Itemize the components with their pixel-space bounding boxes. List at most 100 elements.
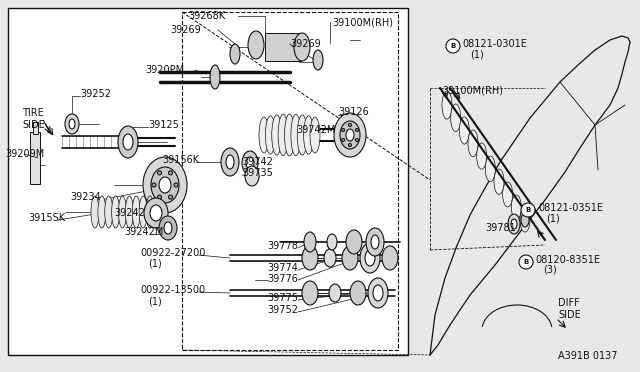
Ellipse shape — [246, 157, 254, 169]
Text: 39125: 39125 — [148, 120, 179, 130]
Text: 39209M: 39209M — [5, 149, 44, 159]
Ellipse shape — [366, 228, 384, 256]
Ellipse shape — [327, 234, 337, 250]
Circle shape — [519, 255, 533, 269]
Text: 39269: 39269 — [170, 25, 201, 35]
Ellipse shape — [125, 196, 133, 228]
Text: 39752: 39752 — [267, 305, 298, 315]
Circle shape — [168, 195, 173, 199]
Bar — [265, 33, 301, 61]
Text: (1): (1) — [148, 296, 162, 306]
Circle shape — [342, 138, 344, 141]
Circle shape — [342, 128, 344, 131]
Text: 39776: 39776 — [267, 274, 298, 284]
Text: DIFF
SIDE: DIFF SIDE — [558, 298, 580, 320]
Text: 3920PM: 3920PM — [145, 65, 184, 75]
Text: (1): (1) — [546, 213, 560, 223]
Ellipse shape — [460, 117, 469, 144]
Ellipse shape — [272, 115, 282, 155]
Circle shape — [521, 203, 535, 217]
Text: 39269: 39269 — [290, 39, 321, 49]
Ellipse shape — [291, 114, 301, 156]
Ellipse shape — [329, 284, 341, 302]
Text: (3): (3) — [543, 265, 557, 275]
Text: B: B — [525, 207, 531, 213]
Ellipse shape — [221, 148, 239, 176]
Ellipse shape — [248, 31, 264, 59]
Ellipse shape — [511, 195, 522, 219]
Bar — [8, 8, 408, 355]
Circle shape — [349, 124, 351, 126]
Circle shape — [446, 39, 460, 53]
Text: 39100M(RH): 39100M(RH) — [442, 85, 503, 95]
Ellipse shape — [302, 246, 318, 270]
Ellipse shape — [346, 129, 354, 141]
Ellipse shape — [118, 126, 138, 158]
Text: 39242: 39242 — [114, 208, 145, 218]
Ellipse shape — [69, 119, 75, 129]
Ellipse shape — [334, 113, 366, 157]
Text: A391B 0137: A391B 0137 — [558, 351, 618, 361]
Text: 39252: 39252 — [80, 89, 111, 99]
Ellipse shape — [342, 246, 358, 270]
Circle shape — [174, 183, 178, 187]
Ellipse shape — [159, 177, 171, 193]
Ellipse shape — [143, 157, 187, 213]
Bar — [33, 122, 38, 134]
Ellipse shape — [123, 134, 133, 150]
Circle shape — [157, 171, 161, 175]
Ellipse shape — [324, 249, 336, 267]
Text: 39242M: 39242M — [124, 227, 163, 237]
Ellipse shape — [485, 156, 495, 182]
Ellipse shape — [502, 182, 513, 207]
Ellipse shape — [360, 243, 380, 273]
Text: 39234: 39234 — [70, 192, 100, 202]
Text: 08120-8351E: 08120-8351E — [535, 255, 600, 265]
Ellipse shape — [266, 116, 275, 154]
Text: 39126: 39126 — [338, 107, 369, 117]
Text: B: B — [524, 259, 529, 265]
Ellipse shape — [230, 44, 240, 64]
Bar — [30, 132, 40, 184]
Ellipse shape — [278, 114, 288, 156]
Circle shape — [152, 183, 156, 187]
Circle shape — [355, 138, 358, 141]
Ellipse shape — [365, 250, 375, 266]
Ellipse shape — [151, 167, 179, 203]
Text: 39774: 39774 — [267, 263, 298, 273]
Ellipse shape — [159, 216, 177, 240]
Ellipse shape — [210, 65, 220, 89]
Ellipse shape — [164, 222, 172, 234]
Ellipse shape — [285, 114, 294, 156]
Text: 00922-13500: 00922-13500 — [140, 285, 205, 295]
Text: 39268K: 39268K — [188, 11, 225, 21]
Ellipse shape — [91, 196, 99, 228]
Ellipse shape — [468, 130, 478, 157]
Ellipse shape — [346, 230, 362, 254]
Ellipse shape — [245, 166, 259, 186]
Ellipse shape — [373, 285, 383, 301]
Ellipse shape — [226, 155, 234, 169]
Ellipse shape — [65, 114, 79, 134]
Text: 39742M: 39742M — [296, 125, 335, 135]
Text: 39100M(RH): 39100M(RH) — [332, 17, 393, 27]
Ellipse shape — [242, 151, 258, 175]
Text: (1): (1) — [148, 259, 162, 269]
Circle shape — [157, 195, 161, 199]
Ellipse shape — [105, 196, 113, 228]
Ellipse shape — [520, 208, 530, 232]
Text: 08121-0301E: 08121-0301E — [462, 39, 527, 49]
Ellipse shape — [340, 121, 360, 149]
Ellipse shape — [521, 213, 529, 227]
Ellipse shape — [477, 143, 486, 169]
Text: 39778: 39778 — [267, 241, 298, 251]
Ellipse shape — [508, 214, 520, 234]
Text: 08121-0351E: 08121-0351E — [538, 203, 603, 213]
Ellipse shape — [368, 278, 388, 308]
Ellipse shape — [511, 219, 517, 229]
Text: 3915SK: 3915SK — [28, 213, 65, 223]
Text: 39156K: 39156K — [162, 155, 199, 165]
Ellipse shape — [371, 235, 379, 249]
Bar — [182, 12, 398, 350]
Text: 39775: 39775 — [267, 293, 298, 303]
